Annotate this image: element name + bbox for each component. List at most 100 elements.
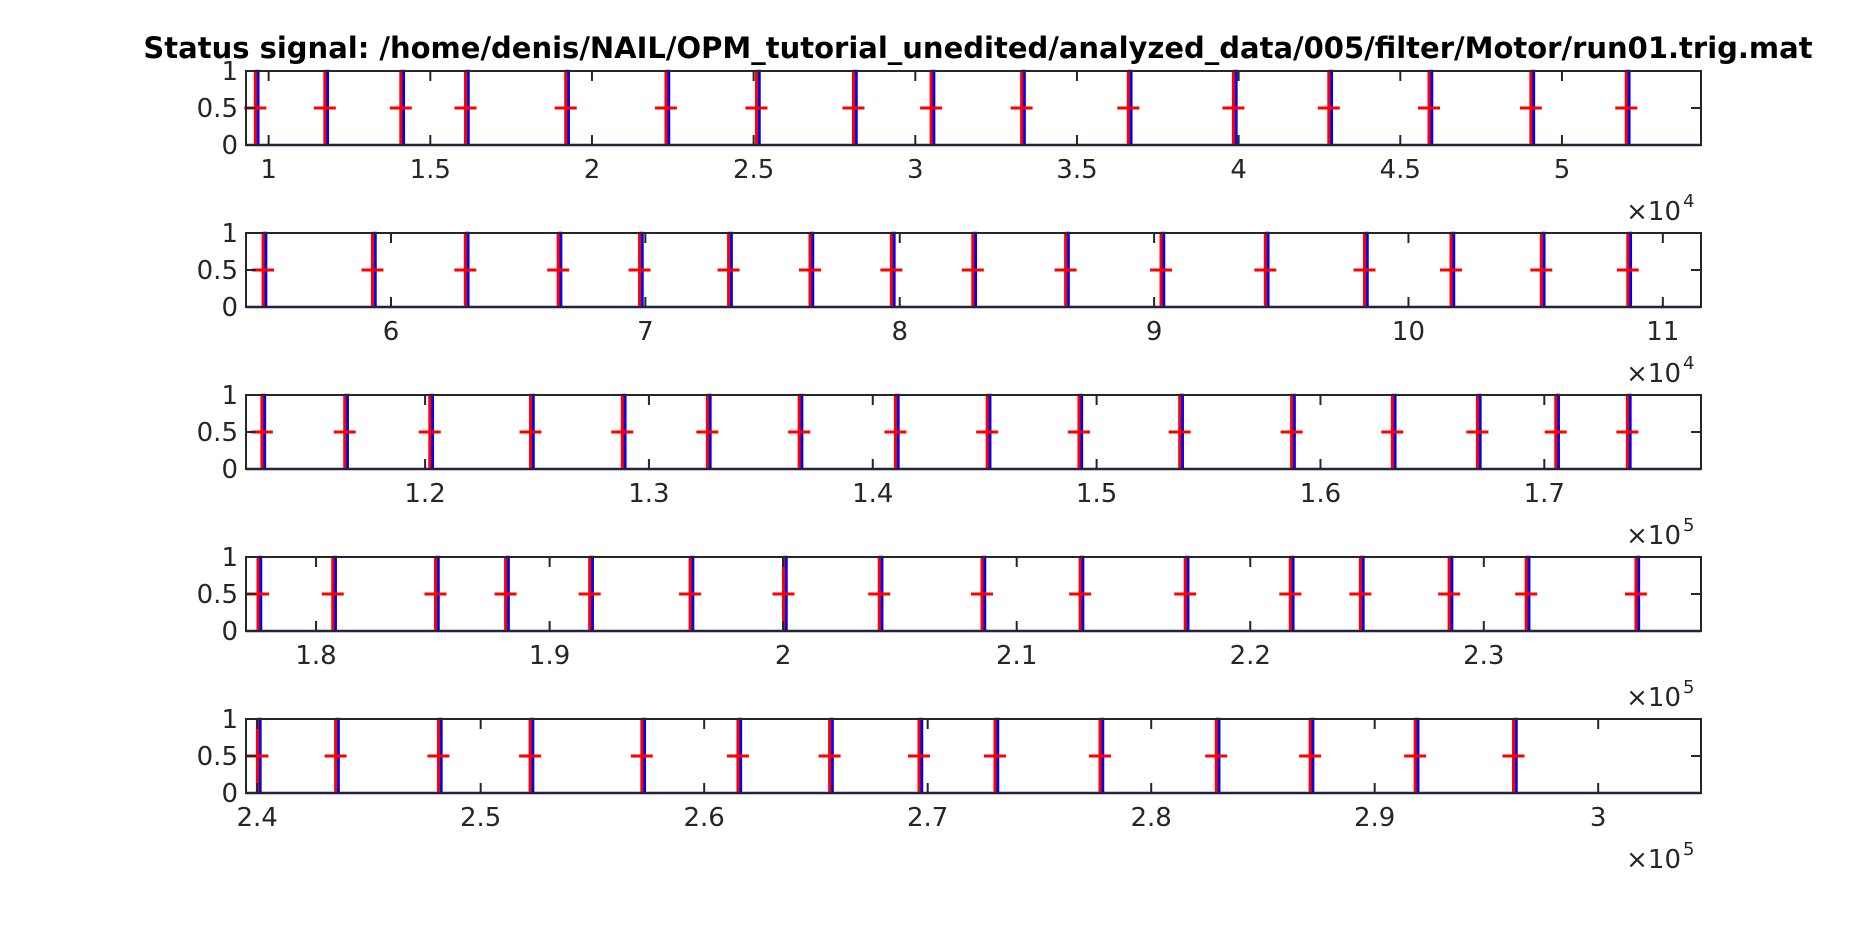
trigger-marker (1624, 557, 1647, 631)
y-tick-label: 1 (221, 543, 238, 573)
trigger-marker (1279, 557, 1302, 631)
x-tick-label: 9 (1146, 317, 1163, 347)
y-tick-label: 1 (221, 219, 238, 249)
x-tick-label: 10 (1392, 317, 1425, 347)
x-tick-label: 1.5 (1076, 479, 1117, 509)
trigger-marker (1054, 233, 1077, 307)
trigger-marker (818, 719, 841, 793)
x-tick-label: 3 (907, 155, 924, 185)
subplot-4: 0 0.5 1 1.8 1.9 2 2.1 2.2 2.3 ×10 5 (197, 543, 1702, 713)
y-tick-label: 0.5 (197, 418, 238, 448)
trigger-marker (554, 71, 577, 145)
x-tick-label: 2.6 (684, 803, 725, 833)
x-tick-label: 2.8 (1131, 803, 1172, 833)
trigger-marker (1317, 71, 1340, 145)
y-tick-label: 0 (221, 131, 238, 161)
trigger-marker (745, 71, 768, 145)
x-tick-label: 1.7 (1524, 479, 1565, 509)
y-tick-label: 1 (221, 381, 238, 411)
x-tick-label: 11 (1646, 317, 1679, 347)
y-tick-label: 0 (221, 293, 238, 323)
x-tick-label: 6 (383, 317, 400, 347)
trigger-marker (628, 233, 651, 307)
trigger-marker (324, 719, 347, 793)
trigger-marker (868, 557, 891, 631)
subplot-1: 00.511 1.5 2 2.5 3 3.5 4 4.5 5×10 4 (197, 57, 1702, 227)
x-tick-label: 2 (584, 155, 601, 185)
trigger-marker (519, 719, 542, 793)
trigger-marker (880, 233, 903, 307)
axes-box (245, 718, 1702, 794)
trigger-marker (454, 233, 477, 307)
trigger-marker (427, 719, 450, 793)
x-tick-label: 2.7 (907, 803, 948, 833)
trigger-marker (333, 395, 356, 469)
trigger-marker (578, 557, 601, 631)
trigger-marker (1299, 719, 1322, 793)
trigger-marker (726, 719, 749, 793)
trigger-marker (1089, 719, 1112, 793)
trigger-marker (1530, 233, 1553, 307)
x-tick-label: 4 (1230, 155, 1247, 185)
subplots: 00.511 1.5 2 2.5 3 3.5 4 4.5 5×10 400.516 7 8 9 10 11×… (197, 57, 1702, 875)
subplot-5: 0 0.5 1 2.4 2.5 2.6 2.7 2.8 2.9 3 ×10 5 (197, 705, 1702, 875)
trigger-marker (961, 233, 984, 307)
trigger-marker (696, 395, 719, 469)
trigger-marker (1544, 395, 1567, 469)
x-tick-label: 2.2 (1230, 641, 1271, 671)
x-tick-label: 2.4 (236, 803, 277, 833)
figure-title: Status signal: /home/denis/NAIL/OPM_tuto… (143, 31, 1812, 65)
trigger-marker (976, 395, 999, 469)
trigger-marker (1349, 557, 1372, 631)
trigger-marker (1205, 719, 1228, 793)
x-tick-label: 7 (637, 317, 654, 347)
y-tick-label: 0.5 (197, 742, 238, 772)
signal-trace (246, 717, 1701, 795)
trigger-marker (1069, 557, 1092, 631)
trigger-marker (788, 395, 811, 469)
x-exponent-power: 5 (1683, 839, 1694, 860)
trigger-marker (1168, 395, 1191, 469)
x-exponent-power: 4 (1683, 191, 1694, 212)
trigger-marker (611, 395, 634, 469)
y-tick-label: 1 (221, 705, 238, 735)
trigger-marker (1515, 557, 1538, 631)
trigger-marker (547, 233, 570, 307)
x-exponent-label: ×10 (1626, 359, 1681, 389)
x-tick-label: 2.3 (1463, 641, 1504, 671)
trigger-marker (1502, 719, 1525, 793)
trigger-marker (1519, 71, 1542, 145)
y-tick-label: 0.5 (197, 256, 238, 286)
x-tick-label: 1.4 (852, 479, 893, 509)
trigger-marker (313, 71, 336, 145)
trigger-marker (798, 233, 821, 307)
y-tick-label: 0.5 (197, 94, 238, 124)
subplot-3: 0 0.5 1 1.2 1.3 1.4 1.5 1.6 1.7 ×10 5 (197, 381, 1702, 551)
x-exponent-label: ×10 (1626, 845, 1681, 875)
x-tick-label: 1.5 (410, 155, 451, 185)
y-tick-label: 0 (221, 617, 238, 647)
trigger-marker (1222, 71, 1245, 145)
x-exponent-label: ×10 (1626, 521, 1681, 551)
x-exponent-label: ×10 (1626, 197, 1681, 227)
trigger-marker (494, 557, 517, 631)
trigger-marker (884, 395, 907, 469)
trigger-marker (418, 395, 441, 469)
subplot-2: 0 0.5 1 6 7 8 9 10 11 ×10 4 (197, 219, 1702, 389)
trigger-marker (983, 719, 1006, 793)
x-exponent-power: 4 (1683, 353, 1694, 374)
x-tick-label: 1 (260, 155, 277, 185)
x-tick-label: 2.5 (733, 155, 774, 185)
trigger-marker (519, 395, 542, 469)
trigger-marker (1117, 71, 1140, 145)
x-tick-label: 5 (1554, 155, 1571, 185)
x-tick-label: 2 (775, 641, 792, 671)
x-exponent-label: ×10 (1626, 683, 1681, 713)
trigger-marker (1439, 233, 1462, 307)
trigger-marker (1466, 395, 1489, 469)
trigger-marker (1616, 395, 1639, 469)
x-tick-label: 3.5 (1056, 155, 1097, 185)
y-tick-label: 0.5 (197, 580, 238, 610)
trigger-marker (424, 557, 447, 631)
